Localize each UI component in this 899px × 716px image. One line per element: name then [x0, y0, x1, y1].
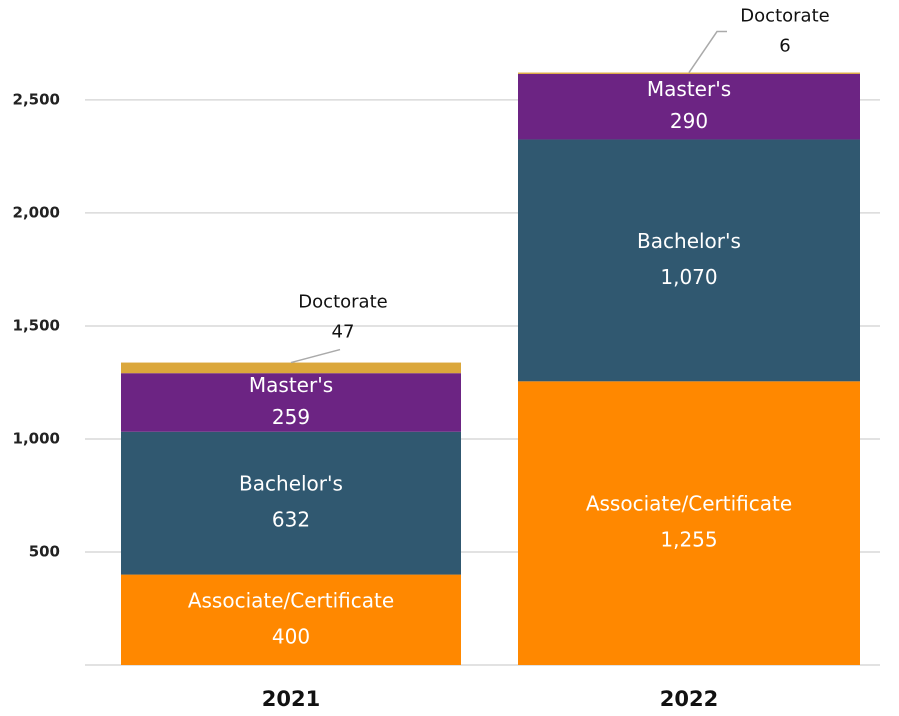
y-tick-label: 1,500 [13, 316, 60, 334]
data-label: 1,255 [660, 528, 717, 552]
bar-segment [518, 73, 860, 140]
segment-name: Associate/Certificate [586, 492, 792, 516]
leader-line [688, 30, 727, 73]
bar-segment [121, 362, 461, 374]
y-tick-label: 1,000 [13, 429, 60, 447]
segment-name: Associate/Certificate [188, 588, 394, 612]
data-label: 632 [272, 508, 310, 532]
bar-segment [121, 431, 461, 575]
x-tick-label: 2022 [660, 687, 718, 711]
y-tick-label: 2,500 [13, 90, 60, 108]
segment-name: Bachelor's [637, 229, 741, 253]
segment-name: Doctorate [298, 292, 387, 313]
bar-segment [518, 139, 860, 382]
y-tick-label: 2,000 [13, 203, 60, 221]
segment-name: Doctorate [740, 6, 829, 27]
y-tick-label: 500 [29, 542, 60, 560]
bar-segment [518, 72, 860, 74]
data-label: 1,070 [660, 265, 717, 289]
data-label: 400 [272, 624, 310, 648]
data-label: 259 [272, 405, 310, 429]
segment-name: Bachelor's [239, 472, 343, 496]
leader-line [290, 348, 341, 364]
data-label: 290 [670, 109, 708, 133]
x-tick-label: 2021 [262, 687, 320, 711]
data-label: 6 [779, 36, 790, 57]
bar-segment [518, 381, 860, 665]
data-label: 47 [332, 322, 355, 343]
bar-segment [121, 574, 461, 665]
bar-segment [121, 373, 461, 432]
segment-name: Master's [249, 373, 333, 397]
segment-name: Master's [647, 77, 731, 101]
